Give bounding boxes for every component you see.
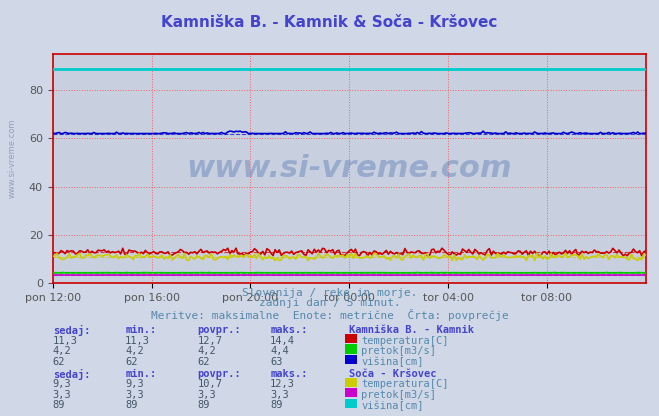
Text: www.si-vreme.com: www.si-vreme.com <box>8 118 17 198</box>
Text: Meritve: maksimalne  Enote: metrične  Črta: povprečje: Meritve: maksimalne Enote: metrične Črta… <box>151 309 508 321</box>
Text: pretok[m3/s]: pretok[m3/s] <box>361 390 436 400</box>
Text: sedaj:: sedaj: <box>53 369 90 380</box>
Text: pretok[m3/s]: pretok[m3/s] <box>361 346 436 356</box>
Text: 4,2: 4,2 <box>53 346 71 356</box>
Text: 14,4: 14,4 <box>270 336 295 346</box>
Text: višina[cm]: višina[cm] <box>361 400 424 411</box>
Text: 10,7: 10,7 <box>198 379 223 389</box>
Text: 3,3: 3,3 <box>270 390 289 400</box>
Text: 12,3: 12,3 <box>270 379 295 389</box>
Text: min.:: min.: <box>125 369 156 379</box>
Text: 89: 89 <box>270 400 283 410</box>
Text: sedaj:: sedaj: <box>53 325 90 337</box>
Text: 3,3: 3,3 <box>125 390 144 400</box>
Text: maks.:: maks.: <box>270 369 308 379</box>
Text: 63: 63 <box>270 357 283 366</box>
Text: 89: 89 <box>125 400 138 410</box>
Text: 4,2: 4,2 <box>125 346 144 356</box>
Text: Soča - Kršovec: Soča - Kršovec <box>349 369 437 379</box>
Text: zadnji dan / 5 minut.: zadnji dan / 5 minut. <box>258 298 401 308</box>
Text: 89: 89 <box>53 400 65 410</box>
Text: 89: 89 <box>198 400 210 410</box>
Text: 11,3: 11,3 <box>53 336 78 346</box>
Text: 62: 62 <box>198 357 210 366</box>
Text: 9,3: 9,3 <box>125 379 144 389</box>
Text: min.:: min.: <box>125 325 156 335</box>
Text: Slovenija / reke in morje.: Slovenija / reke in morje. <box>242 288 417 298</box>
Text: temperatura[C]: temperatura[C] <box>361 379 449 389</box>
Text: maks.:: maks.: <box>270 325 308 335</box>
Text: 62: 62 <box>53 357 65 366</box>
Text: 4,2: 4,2 <box>198 346 216 356</box>
Text: povpr.:: povpr.: <box>198 369 241 379</box>
Text: www.si-vreme.com: www.si-vreme.com <box>186 154 512 183</box>
Text: povpr.:: povpr.: <box>198 325 241 335</box>
Text: višina[cm]: višina[cm] <box>361 357 424 367</box>
Text: 9,3: 9,3 <box>53 379 71 389</box>
Text: Kamniška B. - Kamnik: Kamniška B. - Kamnik <box>349 325 474 335</box>
Text: 11,3: 11,3 <box>125 336 150 346</box>
Text: 62: 62 <box>125 357 138 366</box>
Text: 3,3: 3,3 <box>53 390 71 400</box>
Text: 4,4: 4,4 <box>270 346 289 356</box>
Text: temperatura[C]: temperatura[C] <box>361 336 449 346</box>
Text: 12,7: 12,7 <box>198 336 223 346</box>
Text: 3,3: 3,3 <box>198 390 216 400</box>
Text: Kamniška B. - Kamnik & Soča - Kršovec: Kamniška B. - Kamnik & Soča - Kršovec <box>161 15 498 30</box>
